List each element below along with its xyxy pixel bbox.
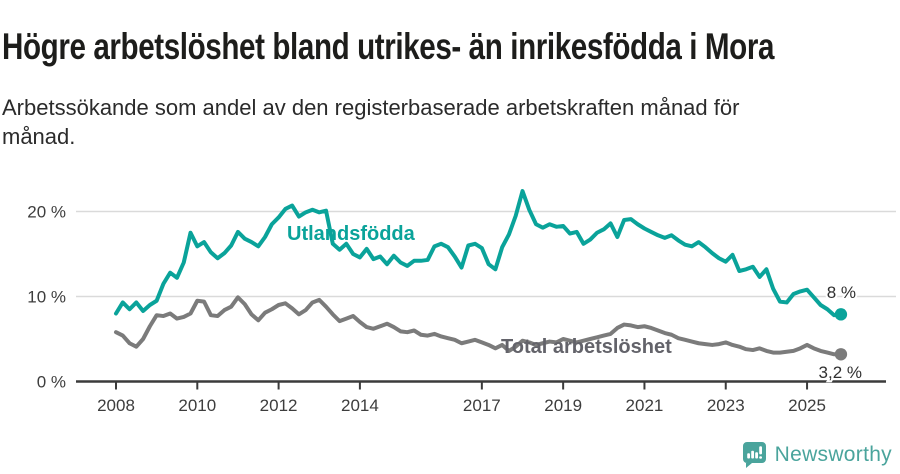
series-line-0 bbox=[114, 189, 843, 318]
x-tick-label: 2019 bbox=[544, 396, 582, 415]
end-dot-1 bbox=[834, 348, 848, 361]
x-tick-label: 2010 bbox=[178, 396, 216, 415]
newsworthy-wordmark: Newsworthy bbox=[774, 443, 892, 466]
x-tick-label: 2008 bbox=[97, 396, 135, 415]
end-dot-0 bbox=[834, 308, 848, 321]
x-tick-label: 2017 bbox=[463, 396, 501, 415]
chart-subtitle: Arbetssökande som andel av den registerb… bbox=[2, 95, 740, 149]
end-value-label-utlandsfodda: 8 % bbox=[827, 283, 856, 302]
newsworthy-logo-icon bbox=[742, 442, 766, 468]
chart-title: Högre arbetslöshet bland utrikes- än inr… bbox=[2, 25, 775, 67]
footer-brand: Newsworthy bbox=[741, 441, 892, 469]
grid-layer: 0 % 10 % 20 % 2008 2010 2012 2014 2017 2019 2021 2… bbox=[27, 203, 896, 415]
y-tick-label: 10 % bbox=[27, 288, 66, 307]
x-tick-label: 2025 bbox=[788, 396, 826, 415]
x-tick-label: 2021 bbox=[626, 396, 664, 415]
x-tick-label: 2023 bbox=[707, 396, 745, 415]
end-value-label-total: 3,2 % bbox=[819, 363, 862, 382]
series-layer bbox=[114, 189, 848, 361]
x-tick-label: 2014 bbox=[341, 396, 379, 415]
series-label-total-arbetsloshet: Total arbetslöshet bbox=[501, 336, 672, 358]
y-tick-label: 20 % bbox=[27, 203, 66, 222]
y-tick-label: 0 % bbox=[37, 373, 66, 392]
series-label-utlandsfodda: Utlandsfödda bbox=[287, 223, 416, 245]
x-tick-label: 2012 bbox=[260, 396, 298, 415]
series-line-1 bbox=[114, 295, 843, 357]
